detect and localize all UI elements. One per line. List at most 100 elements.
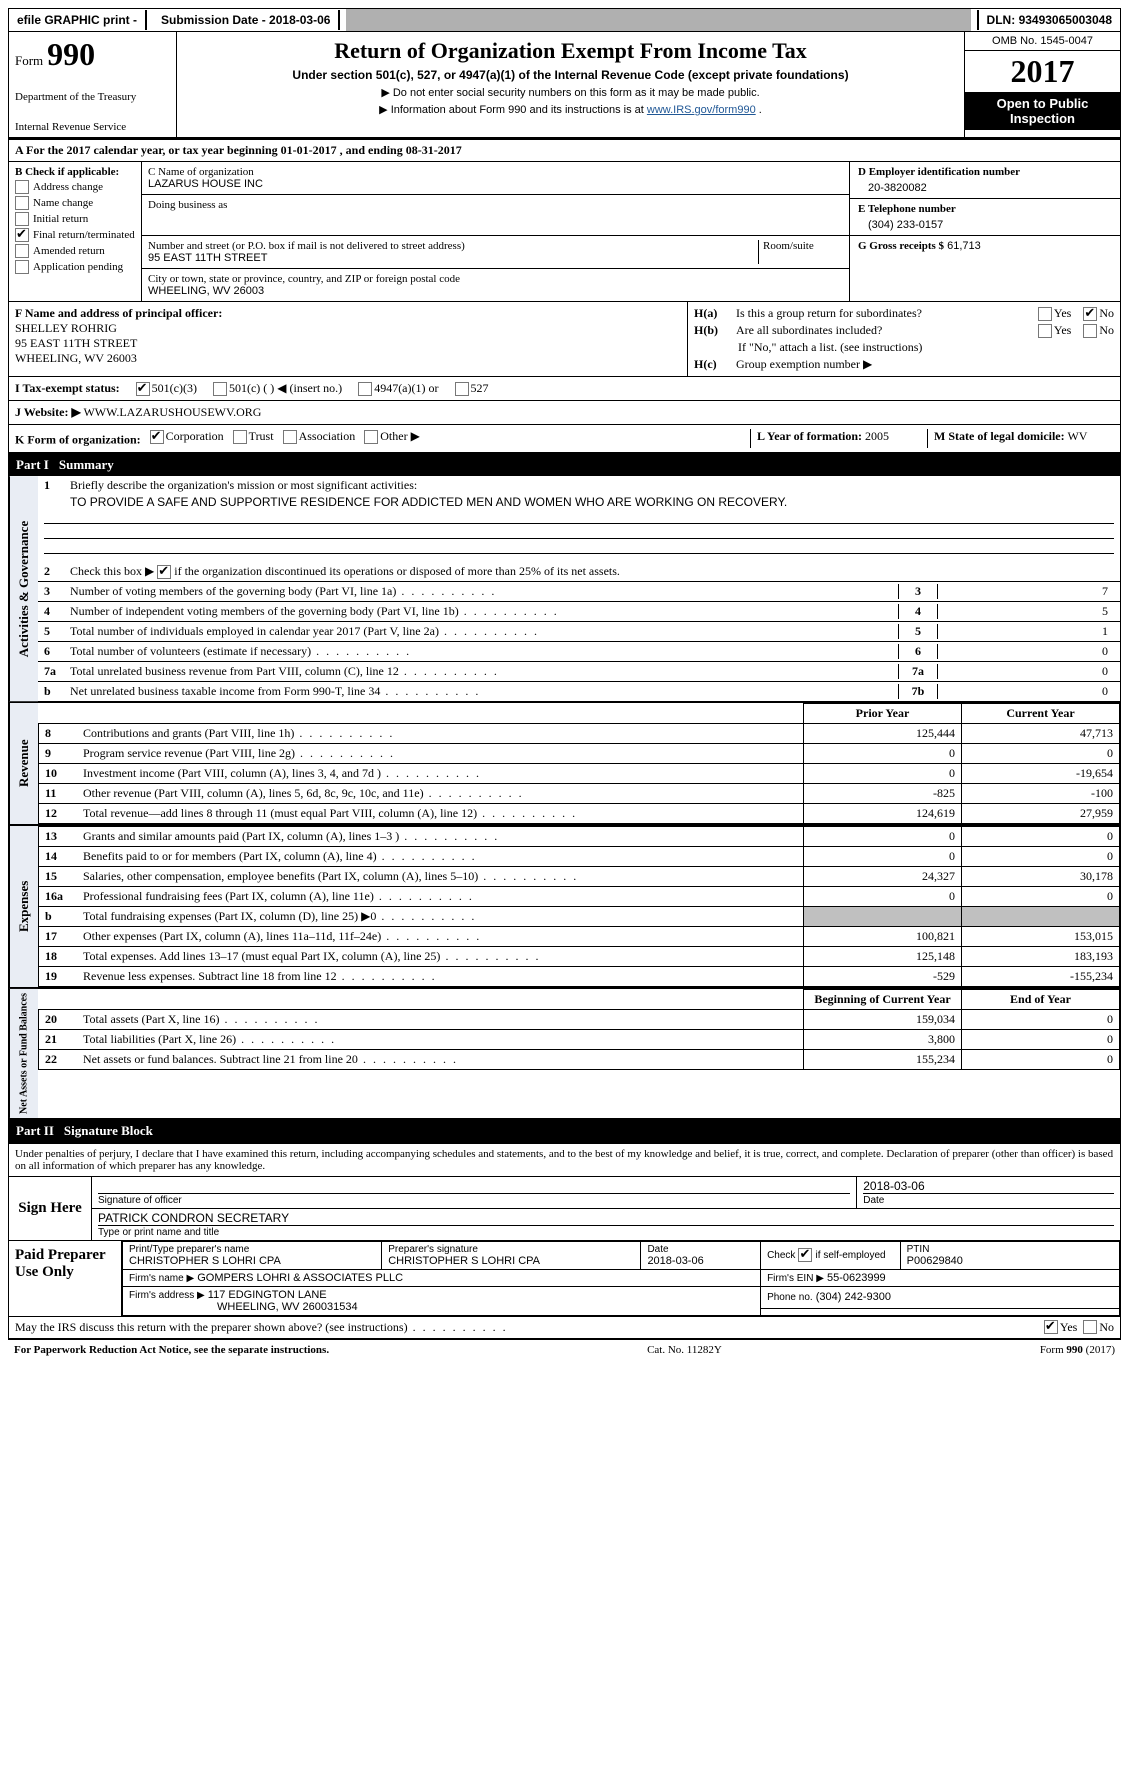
sign-here-label: Sign Here: [9, 1177, 92, 1240]
preparer-label: Paid Preparer Use Only: [9, 1241, 122, 1316]
instructions-link[interactable]: www.IRS.gov/form990: [647, 104, 756, 116]
ein-label: D Employer identification number: [858, 166, 1112, 178]
line-ref: 7a: [898, 664, 938, 679]
governance-block: Activities & Governance 1 Briefly descri…: [8, 476, 1121, 703]
vtab-netassets: Net Assets or Fund Balances: [9, 989, 38, 1118]
self-emp-checkbox[interactable]: [798, 1248, 812, 1262]
boxb-checkbox[interactable]: [15, 228, 29, 242]
discuss-yes[interactable]: Yes: [1044, 1320, 1077, 1335]
hb-label: H(b): [694, 323, 730, 338]
fin-row-20: 20Total assets (Part X, line 16)159,0340: [39, 1009, 1120, 1029]
boxb-label: Initial return: [33, 213, 88, 225]
row-prior: 0: [804, 826, 962, 846]
row-curr: 0: [962, 846, 1120, 866]
row-desc: Professional fundraising fees (Part IX, …: [77, 886, 804, 906]
line-desc: Total unrelated business revenue from Pa…: [70, 664, 898, 679]
vtab-expenses: Expenses: [9, 826, 38, 987]
i-4947[interactable]: 4947(a)(1) or: [358, 381, 438, 396]
submission-date: Submission Date - 2018-03-06: [153, 10, 340, 30]
gross-label: G Gross receipts $: [858, 240, 944, 252]
boxb-checkbox[interactable]: [15, 244, 29, 258]
line-2-checkbox[interactable]: [157, 565, 171, 579]
row-curr: 30,178: [962, 866, 1120, 886]
hb-no[interactable]: No: [1083, 323, 1114, 338]
row-curr: 183,193: [962, 946, 1120, 966]
line-num: 7a: [44, 664, 70, 679]
boxb-checkbox[interactable]: [15, 260, 29, 274]
boxb-item-3[interactable]: Final return/terminated: [15, 228, 135, 242]
i-label: I Tax-exempt status:: [15, 381, 120, 396]
ptin-label: PTIN: [907, 1244, 1113, 1255]
discuss-row: May the IRS discuss this return with the…: [9, 1316, 1120, 1338]
form-subtitle: Under section 501(c), 527, or 4947(a)(1)…: [185, 68, 956, 82]
tax-year: 2017: [965, 51, 1120, 92]
boxb-item-0[interactable]: Address change: [15, 180, 135, 194]
discuss-no[interactable]: No: [1083, 1320, 1114, 1335]
prep-name-value: CHRISTOPHER S LOHRI CPA: [129, 1255, 375, 1267]
boxb-item-2[interactable]: Initial return: [15, 212, 135, 226]
line-num: 3: [44, 584, 70, 599]
line-ref: 7b: [898, 684, 938, 699]
row-prior: 24,327: [804, 866, 962, 886]
k-trust[interactable]: Trust: [233, 429, 274, 444]
signature-block: Under penalties of perjury, I declare th…: [8, 1142, 1121, 1241]
tax-year-end: 08-31-2017: [406, 143, 462, 157]
hc-line: H(c) Group exemption number ▶: [694, 357, 1114, 372]
box-c: C Name of organization LAZARUS HOUSE INC…: [142, 162, 849, 301]
fin-row-9: 9Program service revenue (Part VIII, lin…: [39, 743, 1120, 763]
i-527[interactable]: 527: [455, 381, 489, 396]
line-1: 1 Briefly describe the organization's mi…: [38, 476, 1120, 495]
boxb-checkbox[interactable]: [15, 196, 29, 210]
netassets-content: Beginning of Current Year End of Year 20…: [38, 989, 1120, 1118]
phone-value: (304) 233-0157: [858, 219, 1112, 231]
firm-addr1: 117 EDGINGTON LANE: [208, 1289, 327, 1301]
row-prior: 125,148: [804, 946, 962, 966]
row-curr: -100: [962, 783, 1120, 803]
k-corp[interactable]: Corporation: [150, 429, 224, 444]
hb-line: H(b) Are all subordinates included? Yes …: [694, 323, 1114, 338]
fin-row-8: 8Contributions and grants (Part VIII, li…: [39, 723, 1120, 743]
row-desc: Total liabilities (Part X, line 26): [77, 1029, 804, 1049]
row-curr: 27,959: [962, 803, 1120, 823]
ha-no[interactable]: No: [1083, 306, 1114, 321]
prep-date-cell: Date 2018-03-06: [641, 1241, 761, 1269]
header-right: OMB No. 1545-0047 2017 Open to Public In…: [964, 32, 1120, 137]
boxb-item-5[interactable]: Application pending: [15, 260, 135, 274]
footer-mid: Cat. No. 11282Y: [647, 1344, 722, 1356]
ha-yes[interactable]: Yes: [1038, 306, 1071, 321]
dln: DLN: 93493065003048: [977, 10, 1120, 30]
boxb-checkbox[interactable]: [15, 212, 29, 226]
i-501c3[interactable]: 501(c)(3): [136, 381, 197, 396]
part1-num: Part I: [16, 457, 49, 473]
boxb-item-4[interactable]: Amended return: [15, 244, 135, 258]
netassets-block: Net Assets or Fund Balances Beginning of…: [8, 989, 1121, 1120]
row-prior: 0: [804, 763, 962, 783]
expenses-content: 13Grants and similar amounts paid (Part …: [38, 826, 1120, 987]
i-501c3-label: 501(c)(3): [152, 381, 197, 396]
part2-header: Part II Signature Block: [8, 1120, 1121, 1142]
row-desc: Total expenses. Add lines 13–17 (must eq…: [77, 946, 804, 966]
firm-addr2: WHEELING, WV 260031534: [129, 1301, 358, 1313]
hb-yes[interactable]: Yes: [1038, 323, 1071, 338]
city-label: City or town, state or province, country…: [148, 273, 460, 285]
ptin-cell: PTIN P00629840: [900, 1241, 1119, 1269]
line-1-desc: Briefly describe the organization's miss…: [70, 478, 1114, 493]
k-assoc[interactable]: Association: [283, 429, 356, 444]
line-desc: Number of independent voting members of …: [70, 604, 898, 619]
line-2: 2 Check this box ▶ if the organization d…: [38, 562, 1120, 581]
row-desc: Salaries, other compensation, employee b…: [77, 866, 804, 886]
self-emp-label2: if self-employed: [816, 1250, 886, 1261]
boxb-item-1[interactable]: Name change: [15, 196, 135, 210]
efile-label[interactable]: efile GRAPHIC print -: [9, 10, 147, 30]
firm-phone-cell: Phone no. (304) 242-9300: [761, 1286, 1120, 1308]
i-501c[interactable]: 501(c) ( ) ◀ (insert no.): [213, 381, 342, 396]
row-curr: 0: [962, 826, 1120, 846]
box-k: K Form of organization: Corporation Trus…: [15, 429, 750, 448]
k-other[interactable]: Other ▶: [364, 429, 420, 444]
fin-row-14: 14Benefits paid to or for members (Part …: [39, 846, 1120, 866]
row-prior: 0: [804, 743, 962, 763]
prep-date-label: Date: [647, 1244, 754, 1255]
line-desc: Total number of individuals employed in …: [70, 624, 898, 639]
preparer-table: Print/Type preparer's name CHRISTOPHER S…: [122, 1241, 1120, 1316]
boxb-checkbox[interactable]: [15, 180, 29, 194]
